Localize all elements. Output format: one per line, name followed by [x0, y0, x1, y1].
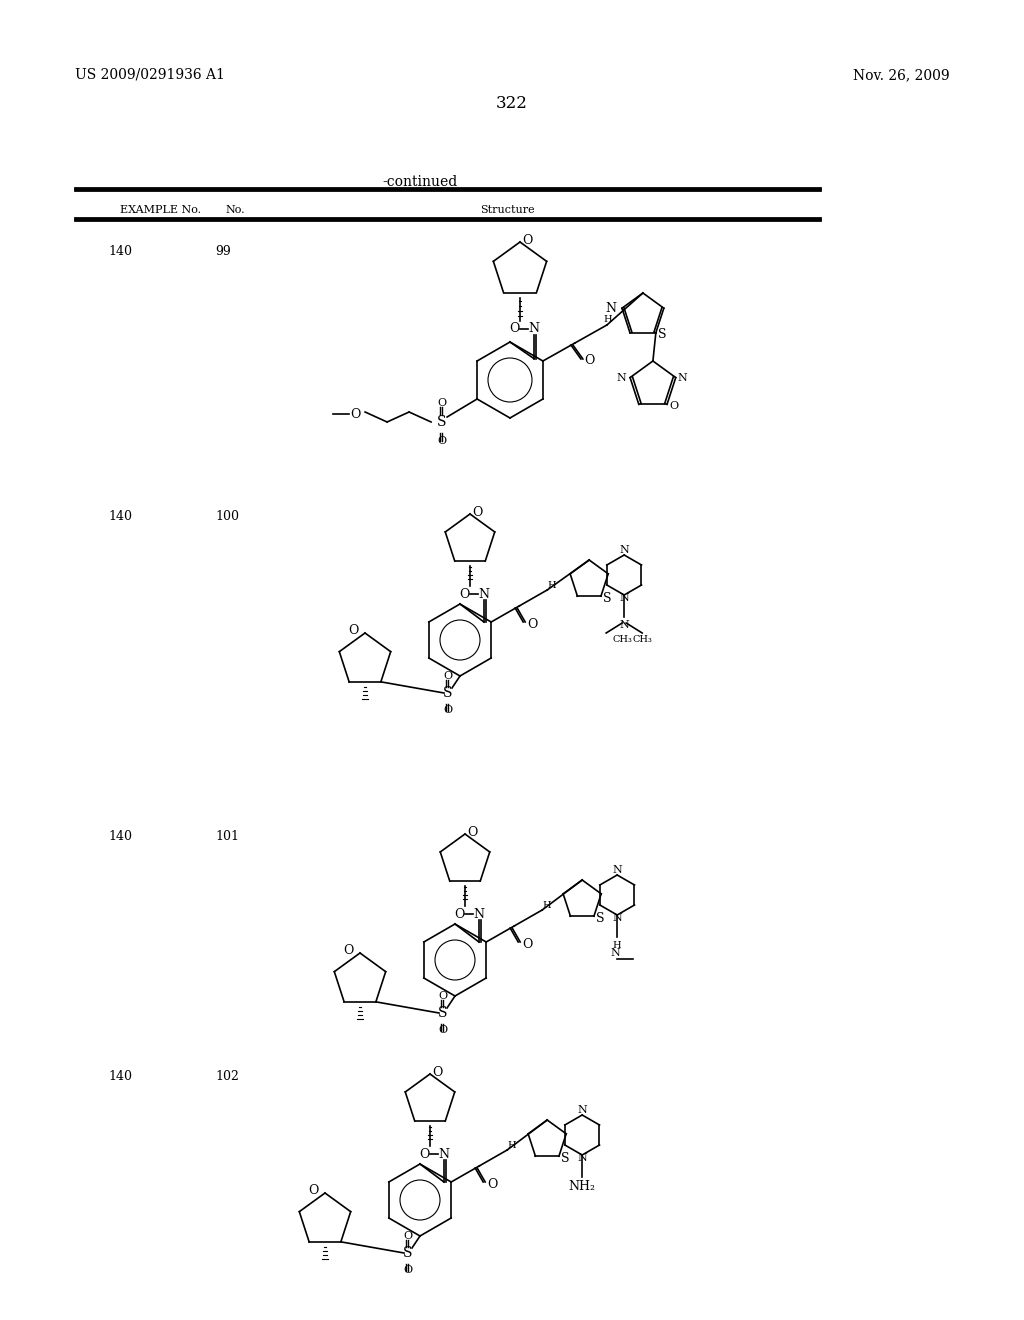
Text: S: S	[561, 1151, 569, 1164]
Text: O: O	[467, 825, 477, 838]
Text: H: H	[603, 314, 611, 323]
Text: O: O	[403, 1265, 413, 1275]
Text: Nov. 26, 2009: Nov. 26, 2009	[853, 69, 950, 82]
Text: O: O	[344, 945, 354, 957]
Text: EXAMPLE No.: EXAMPLE No.	[120, 205, 201, 215]
Text: N: N	[616, 372, 626, 383]
Text: N: N	[605, 302, 616, 314]
Text: O: O	[438, 1026, 447, 1035]
Text: O: O	[403, 1232, 413, 1241]
Text: N: N	[578, 1105, 587, 1115]
Text: O: O	[348, 624, 359, 638]
Text: US 2009/0291936 A1: US 2009/0291936 A1	[75, 69, 225, 82]
Text: N: N	[620, 545, 629, 554]
Text: S: S	[403, 1246, 413, 1261]
Text: O: O	[509, 322, 519, 335]
Text: H: H	[547, 582, 556, 590]
Text: O: O	[454, 908, 464, 920]
Text: N: N	[620, 620, 629, 630]
Text: 140: 140	[108, 830, 132, 843]
Text: H: H	[613, 940, 622, 949]
Text: O: O	[527, 618, 538, 631]
Text: O: O	[522, 234, 532, 247]
Text: O: O	[487, 1177, 498, 1191]
Text: N: N	[438, 1147, 450, 1160]
Text: O: O	[308, 1184, 319, 1197]
Text: S: S	[443, 686, 453, 700]
Text: 100: 100	[215, 510, 239, 523]
Text: N: N	[528, 322, 540, 335]
Text: S: S	[596, 912, 604, 925]
Text: S: S	[437, 414, 446, 429]
Text: O: O	[669, 401, 678, 412]
Text: O: O	[522, 937, 532, 950]
Text: N: N	[478, 587, 489, 601]
Text: N: N	[473, 908, 484, 920]
Text: 102: 102	[215, 1071, 239, 1082]
Text: O: O	[584, 355, 594, 367]
Text: 99: 99	[215, 246, 230, 257]
Text: H: H	[507, 1142, 516, 1151]
Text: O: O	[443, 671, 453, 681]
Text: H: H	[542, 902, 551, 911]
Text: N: N	[612, 913, 622, 923]
Text: O: O	[432, 1065, 442, 1078]
Text: NH₂: NH₂	[568, 1180, 596, 1193]
Text: O: O	[438, 991, 447, 1001]
Text: S: S	[657, 329, 667, 342]
Text: N: N	[620, 593, 629, 603]
Text: S: S	[438, 1006, 447, 1020]
Text: 140: 140	[108, 510, 132, 523]
Text: O: O	[443, 705, 453, 715]
Text: CH₃: CH₃	[632, 635, 652, 644]
Text: O: O	[437, 399, 446, 408]
Text: S: S	[603, 591, 611, 605]
Text: O: O	[350, 408, 360, 421]
Text: 140: 140	[108, 246, 132, 257]
Text: CH₃: CH₃	[612, 635, 632, 644]
Text: 140: 140	[108, 1071, 132, 1082]
Text: N: N	[612, 865, 622, 875]
Text: No.: No.	[225, 205, 245, 215]
Text: Structure: Structure	[480, 205, 535, 215]
Text: O: O	[459, 587, 469, 601]
Text: 322: 322	[496, 95, 528, 112]
Text: O: O	[419, 1147, 429, 1160]
Text: N: N	[678, 372, 687, 383]
Text: O: O	[437, 436, 446, 446]
Text: 101: 101	[215, 830, 239, 843]
Text: N: N	[578, 1152, 587, 1163]
Text: O: O	[472, 506, 482, 519]
Text: N: N	[610, 948, 621, 958]
Text: -continued: -continued	[382, 176, 458, 189]
